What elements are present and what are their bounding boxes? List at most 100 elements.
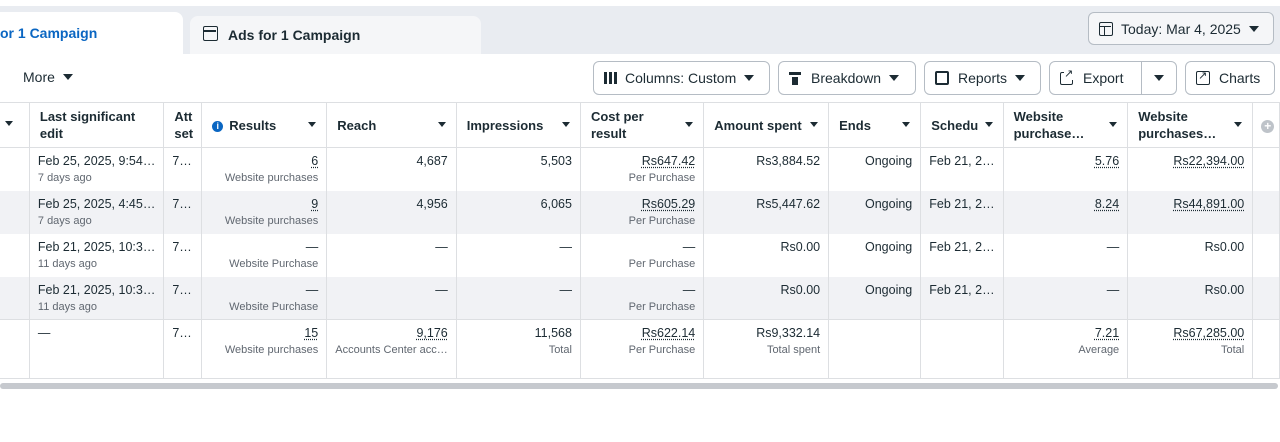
- info-icon[interactable]: i: [212, 120, 224, 132]
- campaign-table: Last significant edit Att set i Results R…: [0, 102, 1280, 379]
- chevron-down-icon: [744, 75, 755, 81]
- table-row[interactable]: Feb 21, 2025, 10:3… 11 days ago 7… — Websi…: [0, 276, 1280, 320]
- column-header-amount-spent[interactable]: Amount spent: [703, 102, 830, 148]
- column-header-schedule[interactable]: Schedu: [920, 102, 1004, 148]
- column-header-last-edit[interactable]: Last significant edit: [29, 102, 165, 148]
- sort-caret-icon[interactable]: [902, 122, 911, 127]
- tab-bar: or 1 Campaign Ads for 1 Campaign Today: …: [0, 0, 1280, 56]
- cell-ends: Ongoing: [828, 147, 922, 191]
- horizontal-scrollbar[interactable]: [0, 383, 1278, 389]
- cell-reach: —: [326, 233, 457, 277]
- summary-row: — 7… 15 Website purchases 9,176 Accounts C…: [0, 319, 1280, 379]
- chevron-down-icon[interactable]: [5, 121, 13, 126]
- charts-label: Charts: [1219, 70, 1261, 86]
- charts-button[interactable]: Charts: [1185, 61, 1275, 95]
- add-column-icon[interactable]: +: [1261, 119, 1275, 133]
- cell-website-purchase-roas: —: [1003, 233, 1129, 277]
- sort-caret-icon[interactable]: [685, 122, 694, 127]
- chevron-down-icon: [62, 74, 73, 80]
- tab-campaigns[interactable]: or 1 Campaign: [0, 12, 183, 56]
- column-header-results[interactable]: i Results: [201, 102, 328, 148]
- charts-icon: [1196, 71, 1210, 85]
- summary-website-purchases-value[interactable]: Rs67,285.00 Total: [1127, 319, 1254, 379]
- cell-results: — Website Purchase: [201, 276, 328, 320]
- chevron-down-icon: [1248, 25, 1259, 32]
- cell-impressions: —: [456, 233, 581, 277]
- columns-button[interactable]: Columns: Custom: [593, 61, 770, 95]
- summary-cost-per-result[interactable]: Rs622.14 Per Purchase: [580, 319, 705, 379]
- cell-impressions: —: [456, 276, 581, 320]
- cell-last-edit: Feb 21, 2025, 10:3… 11 days ago: [29, 276, 165, 320]
- cell-results[interactable]: 9 Website purchases: [201, 190, 328, 234]
- cell-cost-per-result: — Per Purchase: [580, 276, 705, 320]
- date-range-label: Today: Mar 4, 2025: [1121, 20, 1241, 37]
- cell-last-edit: Feb 25, 2025, 9:54… 7 days ago: [29, 147, 165, 191]
- tab-ads-label: Ads for 1 Campaign: [228, 27, 361, 43]
- cell-results[interactable]: 6 Website purchases: [201, 147, 328, 191]
- reports-label: Reports: [958, 70, 1008, 86]
- column-header-add[interactable]: +: [1252, 102, 1280, 148]
- column-header-reach[interactable]: Reach: [326, 102, 457, 148]
- table-row[interactable]: Feb 25, 2025, 4:45… 7 days ago 7… 9 Websit…: [0, 190, 1280, 234]
- cell-impressions: 6,065: [456, 190, 581, 234]
- date-range-button[interactable]: Today: Mar 4, 2025: [1088, 12, 1274, 45]
- table-row[interactable]: Feb 21, 2025, 10:3… 11 days ago 7… — Websi…: [0, 233, 1280, 277]
- reports-icon: [935, 71, 949, 85]
- sort-caret-icon[interactable]: [308, 122, 317, 127]
- cell-cost-per-result[interactable]: Rs647.42 Per Purchase: [580, 147, 705, 191]
- cell-ends: Ongoing: [828, 233, 922, 277]
- table-row[interactable]: Feb 25, 2025, 9:54… 7 days ago 7… 6 Websit…: [0, 147, 1280, 191]
- breakdown-button[interactable]: Breakdown: [778, 61, 916, 95]
- cell-reach: 4,956: [326, 190, 457, 234]
- cell-last-edit: Feb 25, 2025, 4:45… 7 days ago: [29, 190, 165, 234]
- cell-cost-per-result[interactable]: Rs605.29 Per Purchase: [580, 190, 705, 234]
- cell-last-edit: Feb 21, 2025, 10:3… 11 days ago: [29, 233, 165, 277]
- summary-results[interactable]: 15 Website purchases: [201, 319, 328, 379]
- breakdown-icon: [789, 71, 801, 85]
- cell-website-purchases-value[interactable]: Rs44,891.00: [1127, 190, 1254, 234]
- cell-schedule: Feb 21, 2…: [920, 190, 1004, 234]
- table-header: Last significant edit Att set i Results R…: [0, 102, 1280, 148]
- column-header-impressions[interactable]: Impressions: [456, 102, 581, 148]
- column-header-website-purchase-roas[interactable]: Website purchase…: [1003, 102, 1129, 148]
- cell-attribution: 7…: [163, 276, 203, 320]
- calendar-icon: [1099, 21, 1113, 36]
- sort-caret-icon[interactable]: [437, 122, 446, 127]
- tab-campaigns-label: or 1 Campaign: [0, 25, 98, 41]
- column-header-ends[interactable]: Ends: [828, 102, 922, 148]
- column-header-website-purchases-value[interactable]: Website purchases…: [1127, 102, 1254, 148]
- cell-website-purchase-roas[interactable]: 8.24: [1003, 190, 1129, 234]
- export-button[interactable]: Export: [1049, 61, 1142, 95]
- sort-caret-icon[interactable]: [1109, 122, 1118, 127]
- sort-caret-icon[interactable]: [984, 122, 993, 127]
- cell-website-purchases-value[interactable]: Rs22,394.00: [1127, 147, 1254, 191]
- export-label: Export: [1083, 70, 1124, 86]
- export-icon: [1060, 66, 1074, 85]
- cell-website-purchases-value: Rs0.00: [1127, 233, 1254, 277]
- cell-reach: —: [326, 276, 457, 320]
- more-button[interactable]: More: [23, 69, 73, 85]
- reports-button[interactable]: Reports: [924, 61, 1041, 95]
- column-header-cost-per-result[interactable]: Cost per result: [580, 102, 705, 148]
- cell-ends: Ongoing: [828, 276, 922, 320]
- summary-website-purchase-roas[interactable]: 7.21 Average: [1003, 319, 1129, 379]
- cell-impressions: 5,503: [456, 147, 581, 191]
- cell-amount-spent: Rs3,884.52: [703, 147, 830, 191]
- cell-website-purchase-roas: —: [1003, 276, 1129, 320]
- cell-website-purchases-value: Rs0.00: [1127, 276, 1254, 320]
- column-header-prev[interactable]: [0, 102, 30, 148]
- summary-reach[interactable]: 9,176 Accounts Center acc…: [326, 319, 457, 379]
- sort-caret-icon[interactable]: [1234, 122, 1243, 127]
- cell-website-purchase-roas[interactable]: 5.76: [1003, 147, 1129, 191]
- summary-last-edit: —: [29, 319, 165, 379]
- toolbar: More Columns: Custom Breakdown Reports E…: [0, 54, 1280, 102]
- columns-icon: [604, 72, 617, 84]
- summary-attribution: 7…: [163, 319, 203, 379]
- sort-caret-icon[interactable]: [561, 122, 570, 127]
- tab-ads[interactable]: Ads for 1 Campaign: [190, 16, 481, 54]
- cell-schedule: Feb 21, 2…: [920, 233, 1004, 277]
- column-header-attribution[interactable]: Att set: [163, 102, 203, 148]
- sort-caret-icon[interactable]: [810, 122, 819, 127]
- cell-attribution: 7…: [163, 147, 203, 191]
- export-dropdown-button[interactable]: [1141, 61, 1177, 95]
